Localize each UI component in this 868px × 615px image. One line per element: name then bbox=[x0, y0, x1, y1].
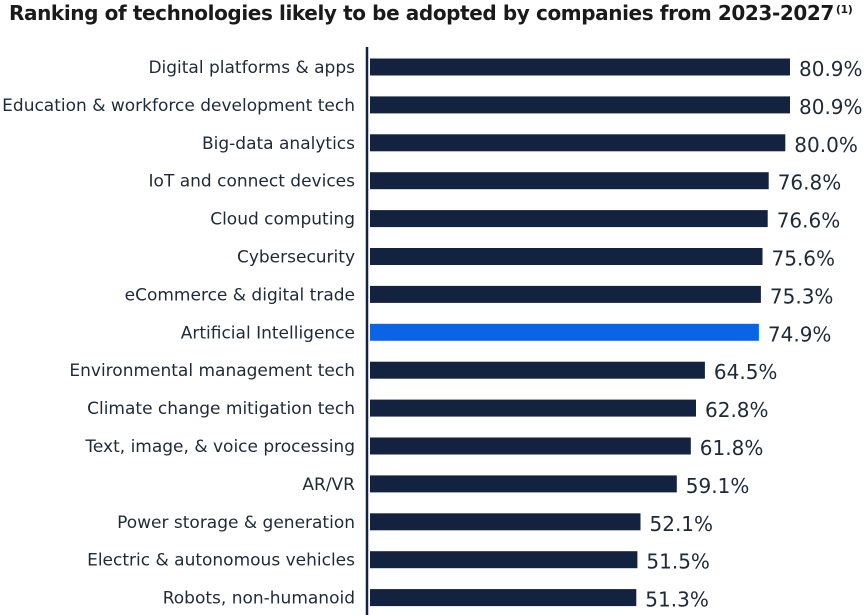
bar bbox=[370, 248, 763, 265]
category-label: eCommerce & digital trade bbox=[125, 285, 355, 305]
value-label: 80.0% bbox=[794, 133, 858, 157]
bar bbox=[370, 589, 637, 607]
value-label: 52.1% bbox=[650, 512, 714, 536]
bar bbox=[370, 134, 786, 152]
value-label: 74.9% bbox=[768, 322, 832, 346]
title-footnote-marker: (1) bbox=[835, 3, 853, 16]
bar bbox=[370, 96, 790, 114]
bar bbox=[370, 551, 638, 569]
category-labels-group: Digital platforms & apps Education & work… bbox=[2, 58, 355, 609]
bar bbox=[370, 361, 705, 379]
value-label: 61.8% bbox=[700, 436, 764, 460]
bar bbox=[370, 475, 677, 493]
value-label: 62.8% bbox=[705, 398, 769, 422]
bar bbox=[370, 58, 790, 76]
category-label: Robots, non-humanoid bbox=[163, 589, 355, 609]
value-label: 80.9% bbox=[799, 95, 863, 119]
category-label: Environmental management tech bbox=[69, 361, 355, 381]
value-label: 80.9% bbox=[799, 57, 863, 81]
category-label: AR/VR bbox=[302, 475, 355, 495]
value-label: 75.3% bbox=[770, 284, 834, 308]
category-label: Education & workforce development tech bbox=[2, 96, 355, 116]
bar bbox=[370, 210, 768, 228]
bar bbox=[370, 437, 691, 455]
bar bbox=[370, 399, 696, 417]
value-label: 64.5% bbox=[714, 360, 778, 384]
category-label: Big-data analytics bbox=[202, 134, 355, 154]
category-label: IoT and connect devices bbox=[149, 172, 356, 192]
bar bbox=[370, 172, 769, 190]
value-label: 76.8% bbox=[778, 171, 842, 195]
bar-highlighted bbox=[370, 323, 759, 341]
value-label: 51.5% bbox=[646, 550, 710, 574]
value-labels-group: 80.9% 80.9% 80.0% 76.8% 76.6% 75.6% 75.3% 74.9%… bbox=[645, 57, 862, 612]
value-label: 76.6% bbox=[777, 209, 841, 233]
chart-title: Ranking of technologies likely to be ado… bbox=[9, 1, 853, 25]
category-label: Electric & autonomous vehicles bbox=[87, 551, 355, 571]
category-label: Cybersecurity bbox=[237, 248, 355, 268]
value-label: 51.3% bbox=[645, 588, 709, 612]
value-label: 75.6% bbox=[772, 247, 836, 271]
chart-title-text: Ranking of technologies likely to be ado… bbox=[9, 1, 834, 25]
category-label: Text, image, & voice processing bbox=[84, 437, 355, 457]
category-label: Digital platforms & apps bbox=[148, 58, 355, 78]
bar bbox=[370, 285, 761, 303]
category-label: Power storage & generation bbox=[117, 513, 355, 533]
bars-group bbox=[370, 58, 790, 607]
category-label: Climate change mitigation tech bbox=[87, 399, 355, 419]
bar bbox=[370, 513, 641, 531]
value-label: 59.1% bbox=[686, 474, 750, 498]
category-label: Artificial Intelligence bbox=[181, 323, 355, 343]
category-label: Cloud computing bbox=[210, 210, 355, 230]
